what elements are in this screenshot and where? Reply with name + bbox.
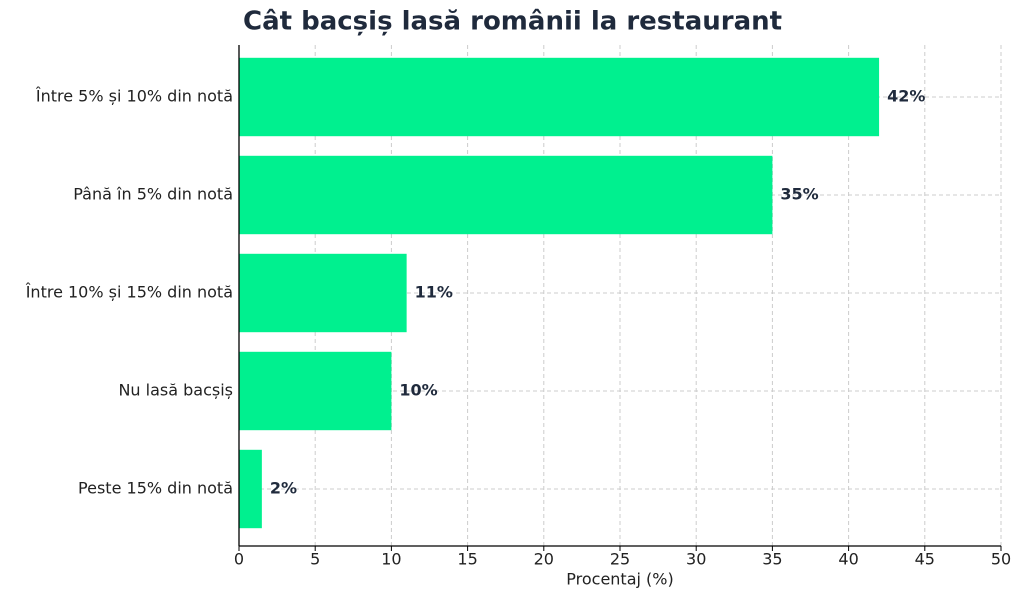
value-label: 42% [887,87,925,106]
x-tick-label: 30 [686,550,706,569]
bar [239,351,392,431]
y-tick-label: Între 10% și 15% din notă [25,283,233,302]
x-tick-label: 20 [534,550,554,569]
x-tick-label: 45 [915,550,935,569]
y-tick-label: Între 5% și 10% din notă [35,87,233,106]
x-tick-label: 50 [991,550,1011,569]
value-label: 2% [270,479,297,498]
y-tick-label: Nu lasă bacșiș [118,381,233,400]
value-label: 10% [399,381,437,400]
x-tick-label: 15 [457,550,477,569]
x-axis-label: Procentaj (%) [566,570,673,589]
bar [239,253,407,333]
x-tick-label: 5 [310,550,320,569]
chart-title: Cât bacșiș lasă românii la restaurant [243,7,782,37]
y-tick-label: Până în 5% din notă [73,185,233,204]
x-tick-label: 40 [838,550,858,569]
x-tick-label: 35 [762,550,782,569]
bar [239,155,773,235]
bar [239,449,262,529]
x-tick-label: 0 [234,550,244,569]
y-tick-label: Peste 15% din notă [78,479,233,498]
x-tick-label: 10 [381,550,401,569]
value-label: 11% [415,283,453,302]
bar [239,57,880,137]
value-label: 35% [780,185,818,204]
x-tick-label: 25 [610,550,630,569]
